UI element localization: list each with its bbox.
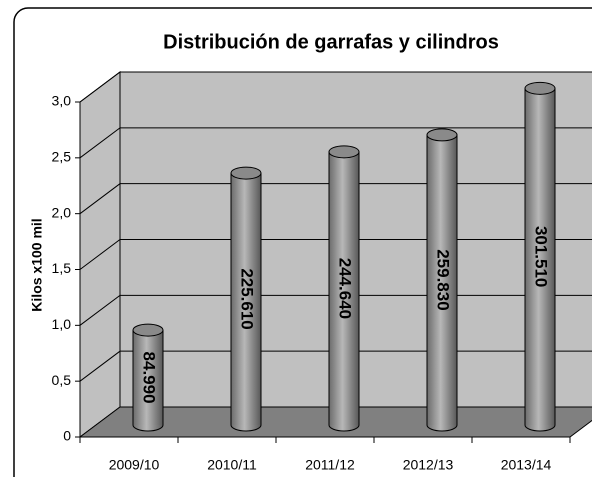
value-label: 259.830 — [434, 249, 453, 310]
bar-fill — [231, 173, 261, 425]
y-tick-label: 2,0 — [52, 204, 72, 220]
y-tick-label: 1,5 — [52, 260, 72, 276]
x-tick-label: 2011/12 — [305, 457, 355, 473]
bar-top — [426, 128, 458, 142]
y-tick-label: 0 — [63, 428, 71, 444]
bar-top — [230, 166, 262, 180]
bar-top — [132, 323, 164, 337]
grid-line — [79, 127, 592, 159]
y-tick-label: 2,5 — [52, 149, 72, 165]
bar-top — [328, 145, 360, 159]
grid-line — [79, 71, 592, 103]
bar — [132, 323, 164, 432]
value-label: 84.990 — [140, 352, 159, 404]
bar — [426, 128, 458, 432]
bar — [524, 81, 556, 432]
x-tick-label: 2010/11 — [207, 457, 257, 473]
y-tick-label: 0,5 — [52, 372, 72, 388]
bar-fill — [133, 330, 163, 425]
bar-fill — [329, 151, 359, 425]
chart-title: Distribución de garrafas y cilindros — [163, 31, 499, 53]
bar — [328, 145, 360, 432]
y-tick-label: 3,0 — [52, 93, 72, 109]
y-axis-label: Kilos x100 mil — [29, 218, 45, 311]
x-tick-label: 2012/13 — [403, 457, 454, 473]
bar-top — [524, 81, 556, 95]
value-label: 225.610 — [238, 268, 257, 329]
value-label: 301.510 — [532, 226, 551, 287]
bar-fill — [525, 88, 555, 425]
value-label: 244.640 — [336, 258, 355, 319]
y-tick-label: 1,0 — [52, 316, 72, 332]
bar — [230, 166, 262, 432]
x-tick-label: 2013/14 — [501, 457, 552, 473]
x-tick-label: 2009/10 — [109, 457, 160, 473]
bar-fill — [427, 134, 457, 425]
